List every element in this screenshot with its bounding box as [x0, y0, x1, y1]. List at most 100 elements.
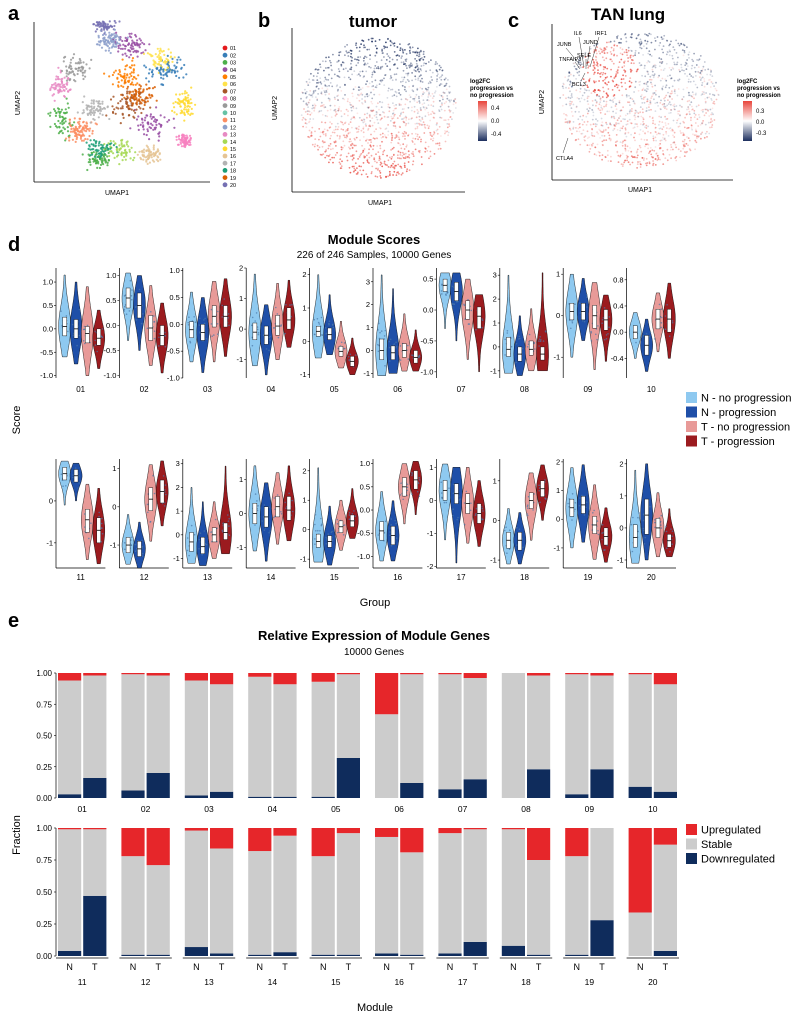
- umap-fc-point: [438, 94, 441, 96]
- violin-point: [153, 492, 156, 495]
- umap-fc-point: [705, 92, 707, 94]
- umap-fc-point: [331, 156, 334, 159]
- umap-fc-point: [662, 51, 664, 54]
- violin-ytick-label: 0.5: [106, 296, 116, 305]
- umap-fc-point: [608, 137, 611, 140]
- umap-fc-point: [660, 116, 662, 119]
- umap-fc-point: [679, 114, 681, 117]
- violin-ytick-label: 1: [366, 323, 370, 332]
- umap-fc-point: [634, 139, 636, 142]
- violin-point: [129, 279, 132, 282]
- umap-fc-point: [308, 129, 311, 132]
- umap-fc-point: [393, 45, 396, 47]
- umap-fc-point: [405, 132, 407, 135]
- umap-a-point: [170, 71, 173, 74]
- umap-fc-point: [432, 100, 435, 103]
- umap-a-point: [142, 154, 146, 157]
- violin-point: [515, 343, 518, 345]
- umap-fc-point: [312, 90, 315, 93]
- umap-fc-point: [304, 88, 306, 91]
- umap-b-legend-title-3: no progression: [470, 93, 514, 99]
- umap-fc-point: [408, 50, 411, 52]
- umap-fc-point: [642, 130, 644, 133]
- umap-fc-point: [338, 51, 341, 54]
- umap-fc-point: [336, 89, 339, 92]
- umap-a-point: [194, 103, 197, 106]
- umap-a-point: [124, 68, 127, 71]
- umap-fc-point: [418, 151, 421, 154]
- umap-fc-point: [624, 143, 627, 146]
- umap-fc-point: [339, 135, 341, 138]
- umap-fc-point: [449, 91, 452, 93]
- umap-fc-point: [592, 114, 595, 117]
- umap-fc-point: [710, 117, 713, 120]
- umap-fc-point: [316, 82, 318, 84]
- umap-fc-point: [448, 123, 450, 125]
- umap-fc-point: [393, 51, 396, 53]
- umap-fc-point: [428, 99, 430, 102]
- umap-fc-point: [391, 137, 393, 140]
- umap-fc-point: [619, 52, 622, 55]
- umap-fc-point: [384, 74, 387, 76]
- violin-point: [141, 539, 143, 541]
- umap-fc-point: [639, 146, 642, 149]
- umap-fc-point: [311, 143, 314, 146]
- umap-fc-point: [568, 71, 571, 74]
- umap-fc-point: [618, 117, 620, 120]
- violin-point: [542, 340, 545, 342]
- umap-fc-point: [400, 57, 403, 59]
- umap-fc-point: [654, 127, 657, 130]
- umap-fc-point: [340, 90, 343, 92]
- umap-fc-point: [372, 137, 375, 140]
- violin-ytick-label: 0.5: [43, 301, 53, 310]
- violin-point: [506, 330, 509, 332]
- violin-point: [164, 484, 167, 486]
- umap-fc-point: [358, 73, 360, 76]
- umap-a-point: [143, 148, 146, 151]
- umap-fc-point: [710, 113, 713, 116]
- umap-fc-point: [609, 123, 612, 126]
- umap-a-point: [86, 138, 89, 141]
- umap-fc-point: [392, 174, 394, 176]
- umap-a-point: [173, 111, 176, 114]
- umap-fc-point: [395, 73, 398, 75]
- umap-a-point: [54, 125, 58, 128]
- umap-a-point: [132, 97, 135, 100]
- umap-fc-point: [597, 107, 600, 110]
- umap-fc-point: [355, 107, 358, 110]
- umap-fc-point: [392, 117, 395, 119]
- umap-fc-point: [674, 143, 677, 146]
- umap-a-point: [107, 40, 110, 43]
- umap-fc-point: [650, 81, 652, 84]
- umap-fc-point: [419, 108, 422, 111]
- umap-fc-point: [664, 86, 667, 89]
- umap-fc-point: [584, 135, 587, 138]
- umap-fc-point: [401, 48, 404, 51]
- umap-fc-point: [340, 167, 343, 170]
- umap-fc-point: [365, 56, 368, 59]
- umap-fc-point: [422, 93, 424, 95]
- umap-a-point: [62, 121, 66, 125]
- umap-fc-point: [422, 106, 425, 108]
- umap-fc-point: [626, 159, 628, 162]
- umap-fc-point: [374, 175, 377, 178]
- umap-fc-point: [675, 122, 678, 124]
- umap-fc-point: [395, 164, 397, 167]
- umap-fc-point: [587, 110, 590, 113]
- umap-fc-point: [422, 58, 425, 61]
- umap-a-point: [100, 46, 104, 49]
- umap-fc-point: [335, 85, 338, 88]
- violin-point: [74, 467, 77, 469]
- violin-panel-07: -1.0-0.50.00.507: [420, 268, 486, 394]
- umap-fc-point: [419, 79, 422, 82]
- umap-a-legend-dot: [222, 117, 228, 123]
- umap-fc-point: [402, 51, 405, 54]
- umap-a-point: [143, 43, 146, 46]
- violin-point: [158, 336, 160, 339]
- umap-fc-point: [594, 125, 597, 128]
- violin-point: [664, 315, 667, 317]
- violin-point: [518, 335, 521, 338]
- umap-a-point: [69, 61, 72, 64]
- umap-a-point: [92, 151, 95, 154]
- umap-fc-point: [425, 88, 428, 91]
